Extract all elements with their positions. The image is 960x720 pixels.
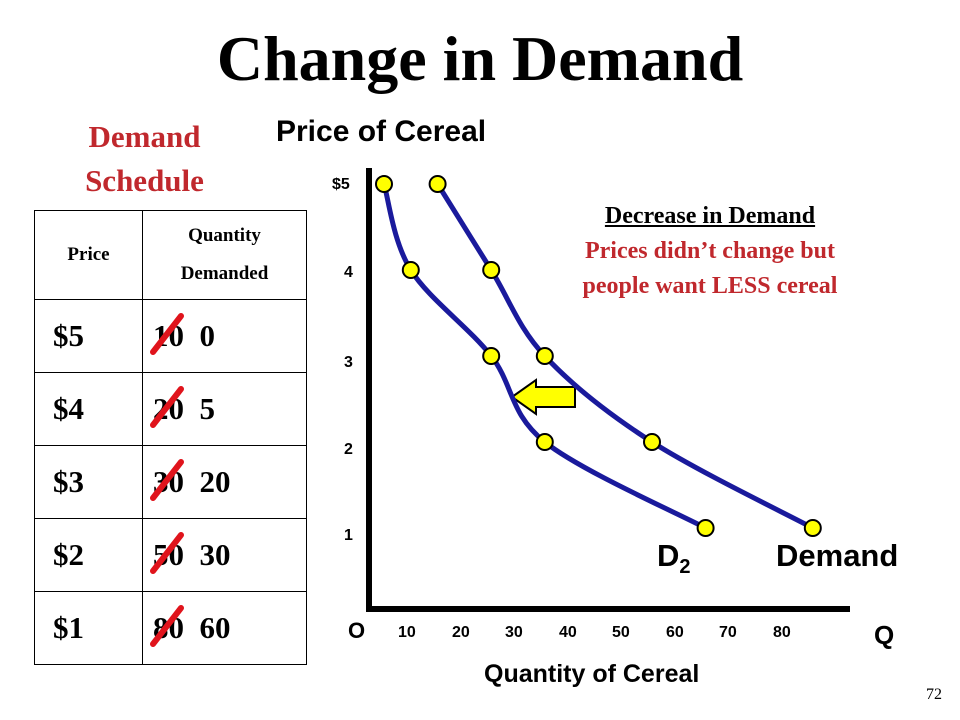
table-header-row: Price Quantity Demanded: [34, 210, 307, 300]
quantity-cell: 30 20: [142, 445, 307, 519]
price-cell: $5: [34, 299, 143, 373]
annotation-heading: Decrease in Demand: [604, 203, 816, 229]
strike-mark-icon: [150, 386, 184, 428]
quantity-cell: 80 60: [142, 591, 307, 665]
quantity-cell: 50 30: [142, 518, 307, 592]
quantity-cell: 10 0: [142, 299, 307, 373]
x-tick-label: 80: [773, 624, 791, 641]
demand-data-point: [482, 261, 501, 279]
header-quantity: Quantity Demanded: [142, 210, 307, 300]
strike-mark-icon: [150, 459, 184, 501]
schedule-title-line2: Schedule: [85, 163, 204, 198]
header-quantity-line1: Quantity: [188, 225, 261, 246]
x-tick-label: 60: [666, 624, 684, 641]
price-cell: $2: [34, 518, 143, 592]
annotation-line2: people want LESS cereal: [582, 273, 838, 299]
new-quantity: 20: [199, 464, 231, 499]
price-cell: $1: [34, 591, 143, 665]
x-tick-label: 30: [505, 624, 523, 641]
demand-data-point: [803, 519, 822, 537]
quantity-cell: 20 5: [142, 372, 307, 446]
d2-data-point: [375, 175, 393, 193]
demand-schedule-table: Price Quantity Demanded $5 10 0 $4 20 5: [34, 210, 307, 665]
table-row: $2 50 30: [34, 518, 307, 592]
new-quantity: 5: [199, 391, 216, 426]
y-tick-label: $5: [332, 176, 350, 193]
header-price: Price: [34, 210, 143, 300]
x-tick-label: 40: [559, 624, 577, 641]
x-axis-letter: Q: [874, 620, 895, 650]
curve-label-d2-base: D: [657, 538, 680, 573]
table-row: $4 20 5: [34, 372, 307, 446]
price-cell: $4: [34, 372, 143, 446]
x-tick-label: 70: [719, 624, 737, 641]
table-row: $1 80 60: [34, 591, 307, 665]
slide-title: Change in Demand: [216, 23, 744, 94]
shift-left-arrow-icon: [510, 378, 576, 416]
price-cell: $3: [34, 445, 143, 519]
y-axis-title: Price of Cereal: [276, 115, 487, 148]
schedule-title: Demand Schedule: [62, 115, 227, 203]
strike-mark-icon: [150, 313, 184, 355]
slide-number: 72: [926, 686, 942, 703]
d2-data-point: [482, 347, 501, 365]
annotation-text: Decrease in Demand Prices didn’t change …: [520, 199, 900, 304]
annotation-line1: Prices didn’t change but: [584, 238, 835, 264]
curve-label-d2: D2: [657, 538, 691, 579]
y-tick-label: 3: [344, 354, 353, 371]
strike-mark-icon: [150, 605, 184, 647]
demand-data-point: [535, 347, 554, 365]
origin-label: O: [348, 618, 366, 643]
x-tick-label: 10: [398, 624, 416, 641]
table-row: $5 10 0: [34, 299, 307, 373]
schedule-title-line1: Demand: [88, 119, 201, 154]
new-quantity: 30: [199, 537, 231, 572]
curve-label-demand: Demand: [776, 538, 899, 573]
d2-data-point: [535, 433, 554, 451]
demand-data-point: [428, 175, 447, 193]
new-quantity: 0: [199, 318, 216, 353]
strike-mark-icon: [150, 532, 184, 574]
new-quantity: 60: [199, 610, 231, 645]
header-quantity-line2: Demanded: [180, 263, 269, 284]
demand-data-point: [643, 433, 661, 451]
x-tick-label: 20: [452, 624, 470, 641]
table-row: $3 30 20: [34, 445, 307, 519]
x-tick-label: 50: [612, 624, 630, 641]
y-tick-label: 4: [344, 264, 353, 281]
d2-data-point: [401, 261, 420, 279]
d2-data-point: [696, 519, 715, 537]
curve-label-d2-sub: 2: [679, 556, 691, 579]
y-tick-label: 1: [344, 527, 353, 544]
y-tick-label: 2: [344, 441, 353, 458]
x-axis-title: Quantity of Cereal: [484, 660, 700, 688]
